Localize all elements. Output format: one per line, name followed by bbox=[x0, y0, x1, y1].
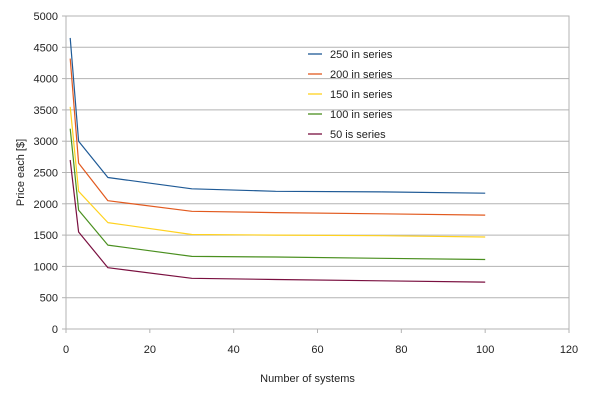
y-tick-label: 1000 bbox=[34, 261, 58, 273]
y-tick-label: 0 bbox=[52, 324, 58, 336]
x-tick-label: 40 bbox=[228, 344, 240, 356]
series-layer bbox=[69, 37, 486, 283]
y-tick-label: 1500 bbox=[34, 230, 58, 242]
x-tick-label: 100 bbox=[476, 344, 494, 356]
x-tick-label: 20 bbox=[144, 344, 156, 356]
legend-entry: 50 is series bbox=[330, 129, 386, 141]
x-tick-label: 0 bbox=[63, 344, 69, 356]
grid-layer bbox=[66, 15, 569, 299]
plot-frame bbox=[65, 15, 570, 330]
series-line-3 bbox=[69, 106, 486, 238]
y-tick-label: 2000 bbox=[34, 199, 58, 211]
x-tick-label: 60 bbox=[311, 344, 323, 356]
series-line-1 bbox=[69, 37, 486, 194]
y-tick-label: 3000 bbox=[34, 136, 58, 148]
legend: 250 in series 200 in series 150 in series 1… bbox=[308, 49, 393, 141]
y-tick-label: 3500 bbox=[34, 105, 58, 117]
y-tick-label: 2500 bbox=[34, 168, 58, 180]
x-tick-label: 80 bbox=[395, 344, 407, 356]
legend-entry: 100 in series bbox=[330, 109, 393, 121]
axes-layer: 0500100015002000250030003500400045005000… bbox=[34, 11, 579, 356]
y-tick-label: 500 bbox=[40, 293, 58, 305]
x-axis-title: Number of systems bbox=[260, 373, 355, 385]
legend-entry: 150 in series bbox=[330, 89, 393, 101]
y-tick-label: 4500 bbox=[34, 42, 58, 54]
legend-entry: 200 in series bbox=[330, 69, 393, 81]
series-line-4 bbox=[69, 128, 486, 261]
series-line-2 bbox=[69, 58, 486, 216]
series-line-5 bbox=[69, 159, 486, 283]
legend-entry: 250 in series bbox=[330, 49, 393, 61]
y-tick-label: 4000 bbox=[34, 74, 58, 86]
x-tick-label: 120 bbox=[560, 344, 578, 356]
y-axis-title: Price each [$] bbox=[15, 139, 27, 206]
y-tick-label: 5000 bbox=[34, 11, 58, 23]
